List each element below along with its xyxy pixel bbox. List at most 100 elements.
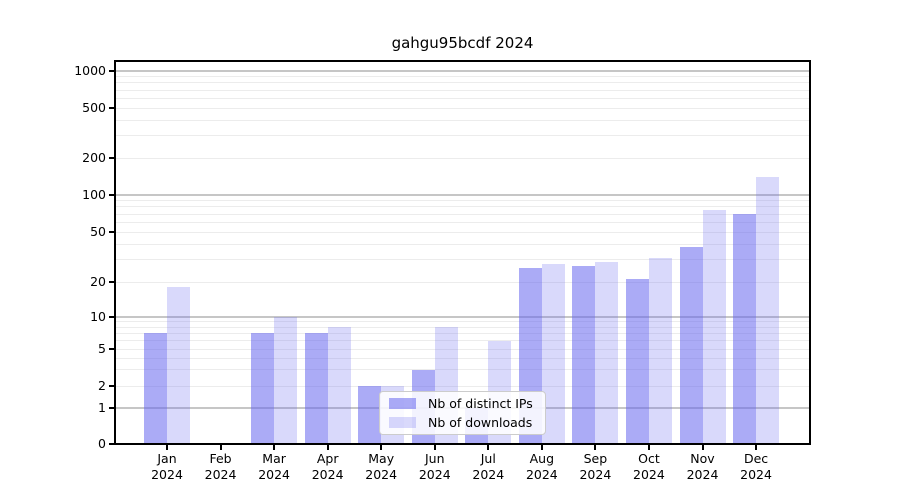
x-tick bbox=[273, 445, 276, 450]
bar-ips-nov bbox=[679, 246, 703, 443]
x-tick-label: Oct 2024 bbox=[617, 451, 681, 483]
x-tick-label-month: Jun bbox=[424, 451, 445, 466]
x-tick-label-year: 2024 bbox=[151, 467, 183, 482]
y-tick-label: 2 bbox=[98, 378, 106, 393]
x-tick-label: Jun 2024 bbox=[403, 451, 467, 483]
y-tick bbox=[109, 385, 114, 387]
x-tick-label: Feb 2024 bbox=[189, 451, 253, 483]
y-tick-label: 500 bbox=[82, 100, 106, 115]
x-tick-label: Apr 2024 bbox=[296, 451, 360, 483]
y-gridline-minor bbox=[116, 231, 809, 233]
y-tick-label: 1 bbox=[98, 400, 106, 415]
y-gridline-major bbox=[116, 316, 809, 318]
x-tick-label-year: 2024 bbox=[258, 467, 290, 482]
y-gridline-minor bbox=[116, 369, 809, 371]
bar-ips-oct bbox=[625, 279, 649, 443]
x-tick bbox=[540, 445, 543, 450]
legend: Nb of distinct IPs Nb of downloads bbox=[379, 391, 546, 435]
y-tick bbox=[109, 70, 114, 72]
bar-downloads-mar bbox=[274, 317, 298, 443]
y-gridline-minor bbox=[116, 97, 809, 99]
x-tick-label: Nov 2024 bbox=[671, 451, 735, 483]
y-axis-spine bbox=[114, 60, 116, 445]
y-tick-label: 100 bbox=[82, 187, 106, 202]
x-tick-label-year: 2024 bbox=[204, 467, 237, 482]
bar-ips-dec bbox=[733, 214, 757, 443]
y-tick bbox=[109, 157, 114, 159]
x-tick bbox=[647, 445, 650, 450]
y-gridline-minor bbox=[116, 281, 809, 283]
y-gridline-major bbox=[116, 70, 809, 72]
x-tick bbox=[433, 445, 436, 450]
x-tick-label-month: Aug bbox=[529, 451, 555, 466]
y-tick bbox=[109, 348, 114, 350]
bar-downloads-apr bbox=[327, 327, 351, 443]
y-tick bbox=[109, 107, 114, 109]
top-spine bbox=[114, 60, 811, 62]
y-tick bbox=[109, 443, 114, 445]
y-tick bbox=[109, 194, 114, 196]
bar-downloads-oct bbox=[648, 258, 672, 443]
y-gridline-minor bbox=[116, 357, 809, 359]
x-axis-spine bbox=[114, 443, 811, 445]
x-tick-label: Dec 2024 bbox=[724, 451, 788, 483]
x-tick-label: May 2024 bbox=[349, 451, 413, 483]
y-tick-label: 200 bbox=[82, 150, 106, 165]
y-tick-label: 10 bbox=[90, 309, 106, 324]
x-tick-label: Sep 2024 bbox=[563, 451, 627, 483]
x-tick bbox=[380, 445, 383, 450]
x-tick-label-year: 2024 bbox=[633, 467, 665, 482]
y-gridline-minor bbox=[116, 326, 809, 328]
bar-downloads-dec bbox=[756, 177, 780, 443]
y-tick bbox=[109, 231, 114, 233]
y-gridline-minor bbox=[116, 135, 809, 137]
legend-label-ips: Nb of distinct IPs bbox=[428, 396, 533, 411]
y-gridline-minor bbox=[116, 221, 809, 223]
y-gridline-minor bbox=[116, 321, 809, 323]
x-tick-label-year: 2024 bbox=[686, 467, 719, 482]
x-tick-label-month: May bbox=[368, 451, 395, 466]
bar-downloads-jan bbox=[167, 287, 190, 443]
x-tick-label-month: Jan bbox=[157, 451, 177, 466]
bar-ips-sep bbox=[572, 265, 596, 443]
y-gridline-minor bbox=[116, 348, 809, 350]
legend-item-downloads: Nb of downloads bbox=[389, 415, 545, 430]
x-tick-label-year: 2024 bbox=[740, 467, 772, 482]
x-tick-label-month: Dec bbox=[743, 451, 769, 466]
y-gridline-minor bbox=[116, 243, 809, 245]
y-tick-label: 5 bbox=[98, 341, 106, 356]
y-tick bbox=[109, 407, 114, 409]
x-tick-label: Mar 2024 bbox=[242, 451, 306, 483]
y-gridline-minor bbox=[116, 385, 809, 387]
x-tick-label-month: Mar bbox=[262, 451, 286, 466]
y-tick-label: 50 bbox=[90, 224, 106, 239]
x-tick-label-month: Oct bbox=[638, 451, 660, 466]
x-tick-label-month: Nov bbox=[690, 451, 715, 466]
y-gridline-minor bbox=[116, 76, 809, 78]
y-gridline-major bbox=[116, 194, 809, 196]
x-tick bbox=[326, 445, 329, 450]
y-tick bbox=[109, 316, 114, 318]
ips-swatch bbox=[389, 398, 416, 409]
y-gridline-minor bbox=[116, 340, 809, 342]
bar-ips-apr bbox=[304, 333, 328, 443]
x-tick bbox=[219, 445, 222, 450]
x-tick-label-year: 2024 bbox=[472, 467, 505, 482]
y-gridline-minor bbox=[116, 89, 809, 91]
y-gridline-minor bbox=[116, 206, 809, 208]
bar-ips-mar bbox=[251, 333, 275, 443]
y-tick-label: 20 bbox=[90, 274, 106, 289]
x-tick-label: Jan 2024 bbox=[135, 451, 199, 483]
x-tick-label-year: 2024 bbox=[579, 467, 612, 482]
x-tick-label-month: Apr bbox=[316, 451, 339, 466]
y-gridline-minor bbox=[116, 332, 809, 334]
x-tick bbox=[166, 445, 168, 450]
y-tick bbox=[109, 281, 114, 283]
x-tick-label-year: 2024 bbox=[311, 467, 344, 482]
x-tick bbox=[755, 445, 758, 450]
chart-title: gahgu95bcdf 2024 bbox=[391, 34, 534, 52]
y-gridline-minor bbox=[116, 107, 809, 109]
